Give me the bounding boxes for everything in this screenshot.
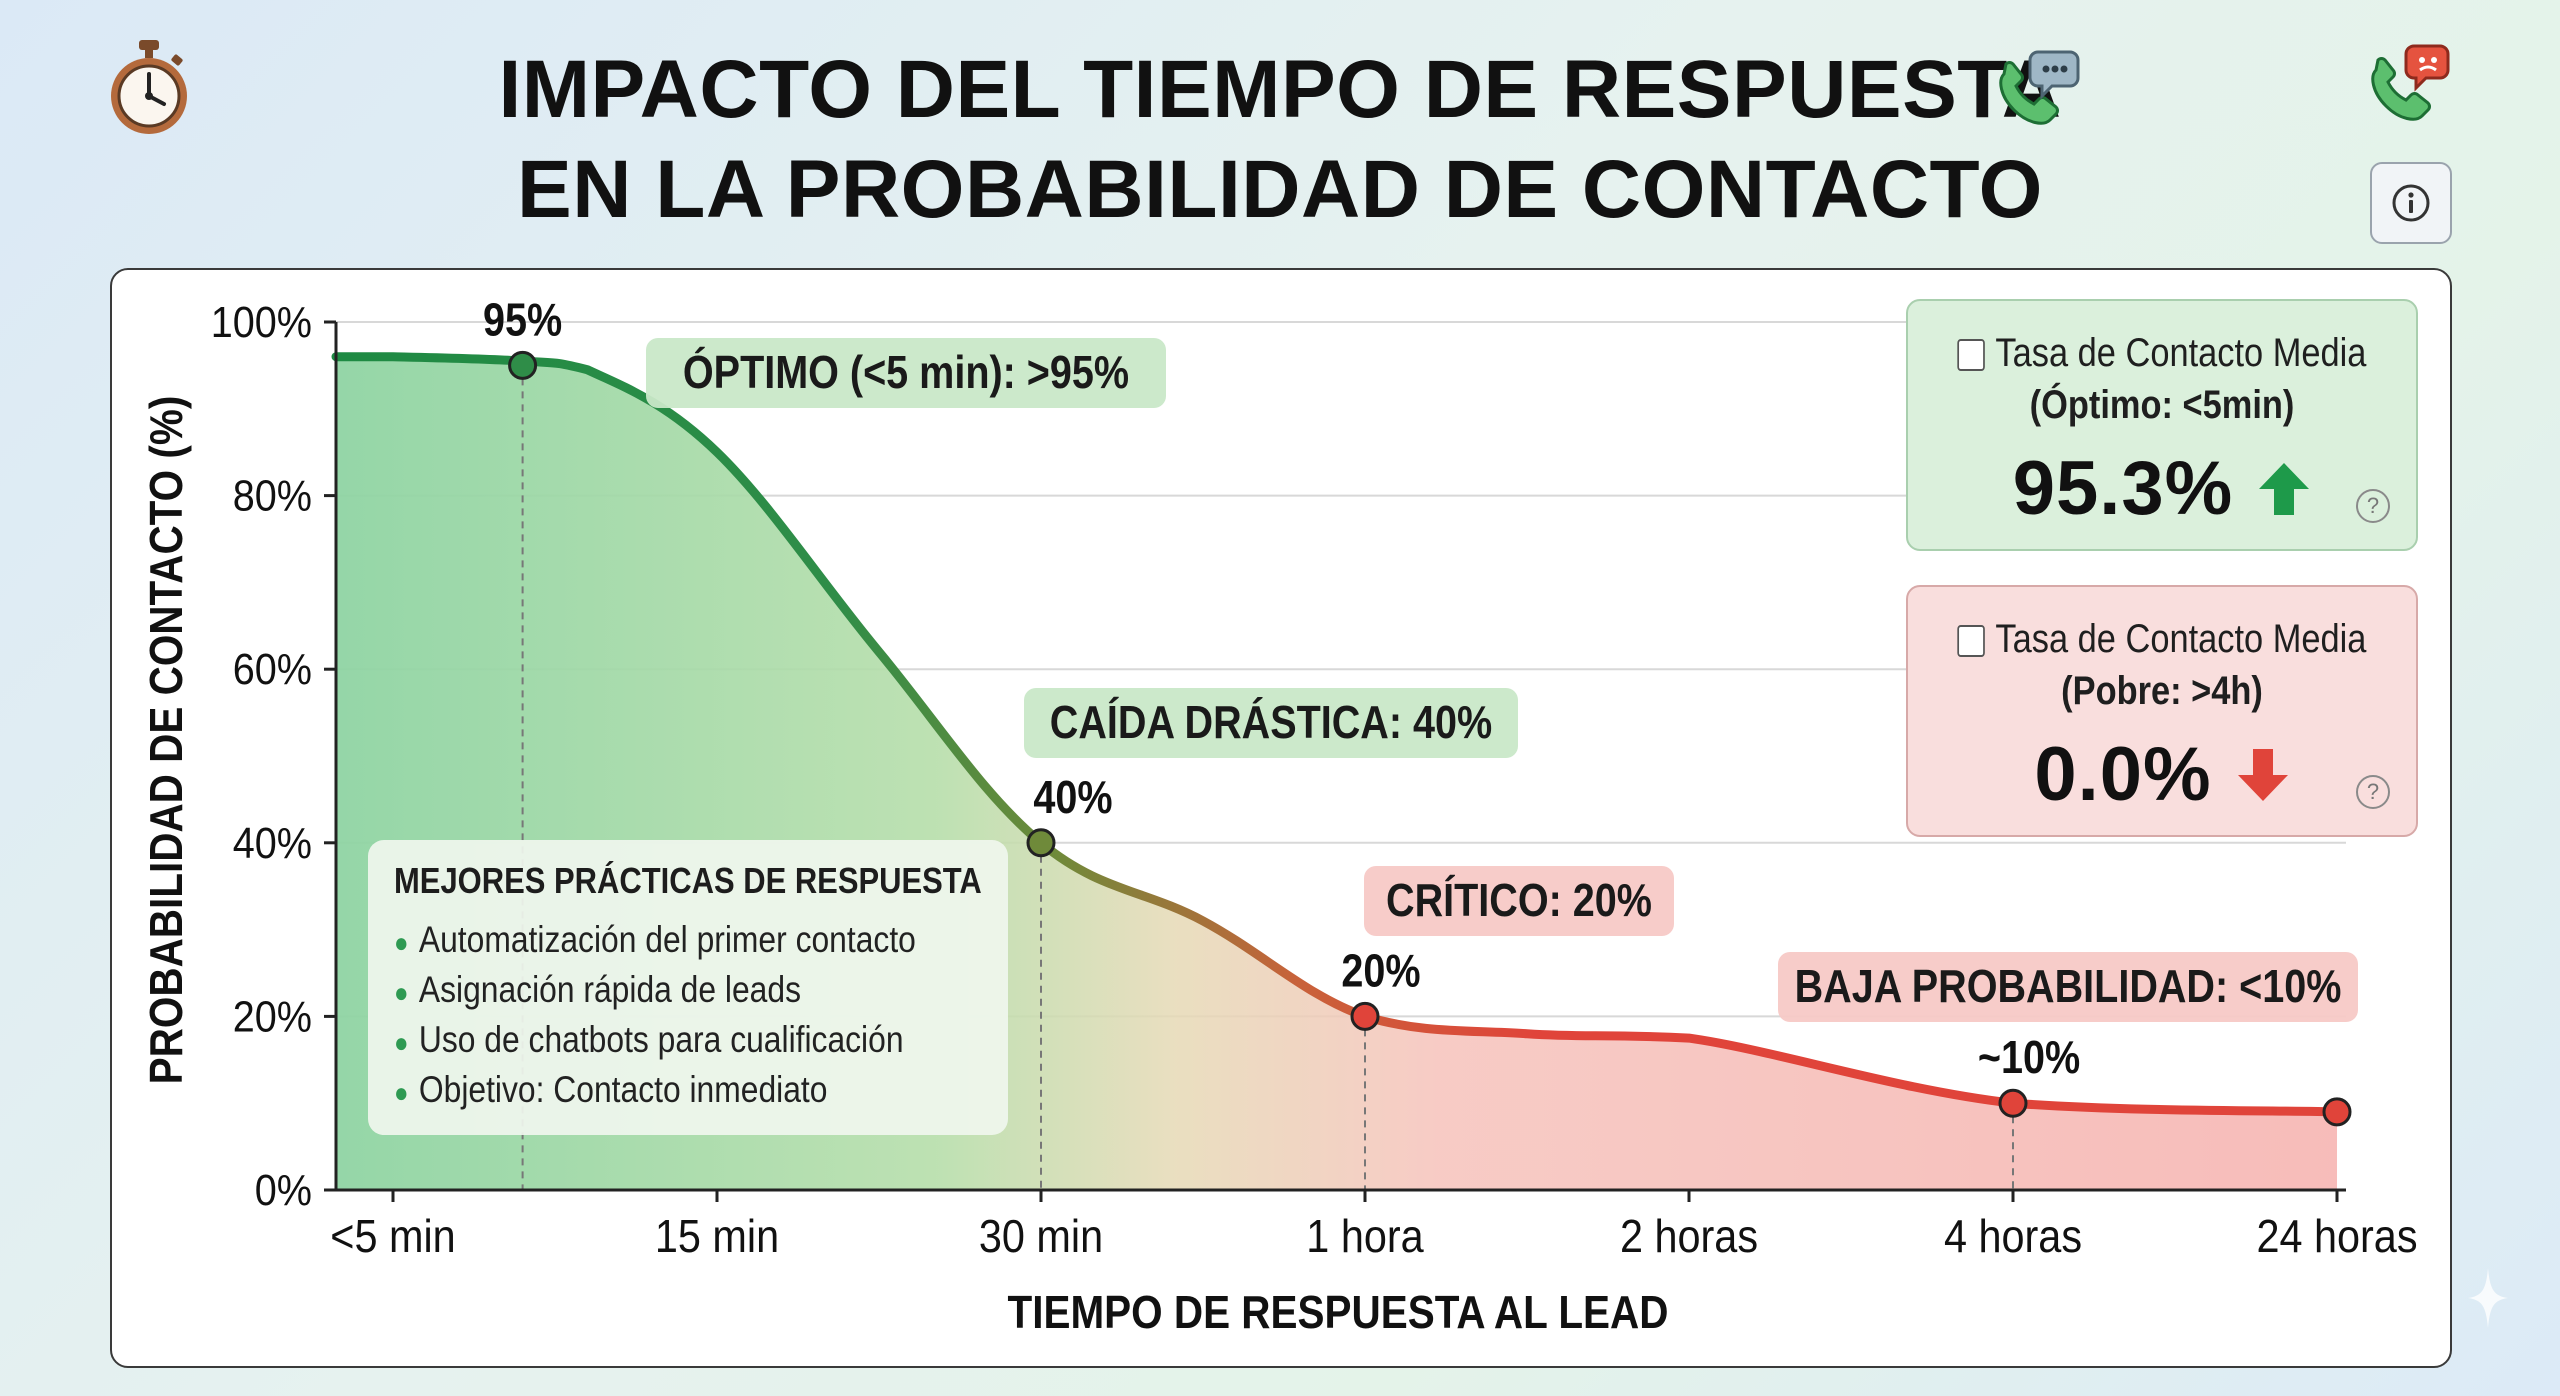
kpi-optimal-label: Tasa de Contacto Media [1995, 331, 2367, 375]
help-icon[interactable]: ? [2356, 489, 2390, 523]
kpi-card-poor: Tasa de Contacto Media (Pobre: >4h) 0.0%… [1906, 585, 2418, 837]
title-line-1: IMPACTO DEL TIEMPO DE RESPUESTA [498, 44, 2062, 135]
best-practices-panel: MEJORES PRÁCTICAS DE RESPUESTA ● Automati… [368, 840, 1008, 1135]
info-icon [2392, 184, 2430, 222]
bullet-icon: ● [394, 977, 409, 1008]
phone-alert-icon [2371, 44, 2450, 121]
sparkle-icon [2468, 1268, 2508, 1328]
phone-chat-icon [1999, 50, 2080, 125]
list-item-label: Objetivo: Contacto inmediato [418, 1069, 828, 1110]
list-item: ● Automatización del primer contacto [394, 916, 916, 966]
chart-title: IMPACTO DEL TIEMPO DE RESPUESTA EN LA PR… [0, 40, 2560, 240]
kpi-poor-label: Tasa de Contacto Media [1995, 617, 2367, 661]
info-button[interactable] [2370, 162, 2452, 244]
list-item-label: Uso de chatbots para cualificación [418, 1019, 904, 1060]
list-item: ● Objetivo: Contacto inmediato [394, 1066, 900, 1116]
arrow-down-icon [2237, 748, 2288, 801]
help-icon[interactable]: ? [2356, 775, 2390, 809]
kpi-poor-sub: (Pobre: >4h) [2061, 669, 2263, 713]
list-item-label: Automatización del primer contacto [418, 919, 916, 960]
bullet-icon: ● [394, 1027, 409, 1058]
kpi-card-optimal: Tasa de Contacto Media (Óptimo: <5min) 9… [1906, 299, 2418, 551]
list-item: ● Asignación rápida de leads [394, 966, 900, 1016]
bullet-icon: ● [394, 1077, 409, 1108]
bullet-icon: ● [394, 927, 409, 958]
list-item-label: Asignación rápida de leads [418, 969, 801, 1010]
list-item: ● Uso de chatbots para cualificación [394, 1016, 904, 1066]
stopwatch-icon [111, 40, 187, 134]
kpi-poor-value: 0.0% [2034, 732, 2212, 817]
title-line-2: EN LA PROBABILIDAD DE CONTACTO [517, 144, 2043, 235]
kpi-optimal-value: 95.3% [2012, 446, 2234, 531]
best-practices-title: MEJORES PRÁCTICAS DE RESPUESTA [394, 860, 982, 901]
arrow-up-icon [2259, 462, 2310, 515]
kpi-poor-checkbox[interactable] [1957, 625, 1986, 658]
kpi-optimal-sub: (Óptimo: <5min) [2029, 383, 2295, 427]
kpi-optimal-checkbox[interactable] [1957, 339, 1986, 372]
